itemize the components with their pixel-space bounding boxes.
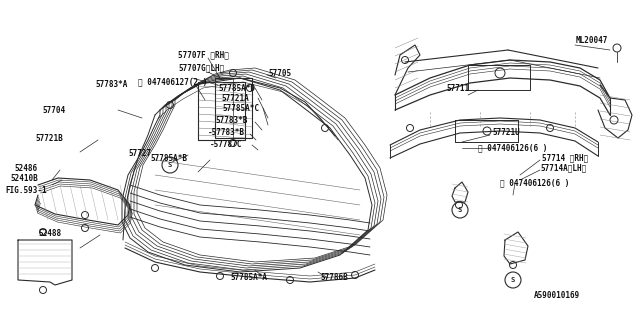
Text: -57787C: -57787C bbox=[210, 140, 243, 148]
Text: 52486: 52486 bbox=[14, 164, 37, 172]
Text: 57786B: 57786B bbox=[320, 274, 348, 283]
Text: 52410B: 52410B bbox=[10, 173, 38, 182]
Text: 57783*A: 57783*A bbox=[95, 79, 127, 89]
Text: 57714A〈LH〉: 57714A〈LH〉 bbox=[540, 164, 586, 172]
Text: 57705: 57705 bbox=[268, 68, 291, 77]
Text: FIG.593-1: FIG.593-1 bbox=[5, 186, 47, 195]
Text: 57727: 57727 bbox=[128, 148, 151, 157]
Text: 57785A*C: 57785A*C bbox=[222, 103, 259, 113]
Text: S: S bbox=[511, 277, 515, 283]
Text: 57707G〈LH〉: 57707G〈LH〉 bbox=[178, 63, 224, 73]
Text: S: S bbox=[458, 207, 462, 213]
Text: 57721U: 57721U bbox=[492, 127, 520, 137]
Text: 57711: 57711 bbox=[446, 84, 469, 92]
Text: 57714 〈RH〉: 57714 〈RH〉 bbox=[542, 154, 588, 163]
Text: 57785A*D: 57785A*D bbox=[218, 84, 255, 92]
Text: 52488: 52488 bbox=[38, 228, 61, 237]
Text: Ⓢ 047406127(2 ): Ⓢ 047406127(2 ) bbox=[138, 77, 207, 86]
Text: S: S bbox=[168, 162, 172, 168]
Text: Ⓢ 047406126(6 ): Ⓢ 047406126(6 ) bbox=[478, 143, 547, 153]
Text: 57721A: 57721A bbox=[221, 93, 249, 102]
Text: 57785A*B: 57785A*B bbox=[150, 154, 187, 163]
Text: 57785A*A: 57785A*A bbox=[230, 274, 267, 283]
Text: 57783*B: 57783*B bbox=[215, 116, 248, 124]
Text: A590010169: A590010169 bbox=[534, 291, 580, 300]
Text: 57704: 57704 bbox=[42, 106, 65, 115]
Text: 57721B: 57721B bbox=[35, 133, 63, 142]
Text: ML20047: ML20047 bbox=[576, 36, 609, 44]
Text: -57783*B: -57783*B bbox=[208, 127, 245, 137]
Text: 57707F 〈RH〉: 57707F 〈RH〉 bbox=[178, 51, 229, 60]
Text: Ⓢ 047406126(6 ): Ⓢ 047406126(6 ) bbox=[500, 179, 570, 188]
